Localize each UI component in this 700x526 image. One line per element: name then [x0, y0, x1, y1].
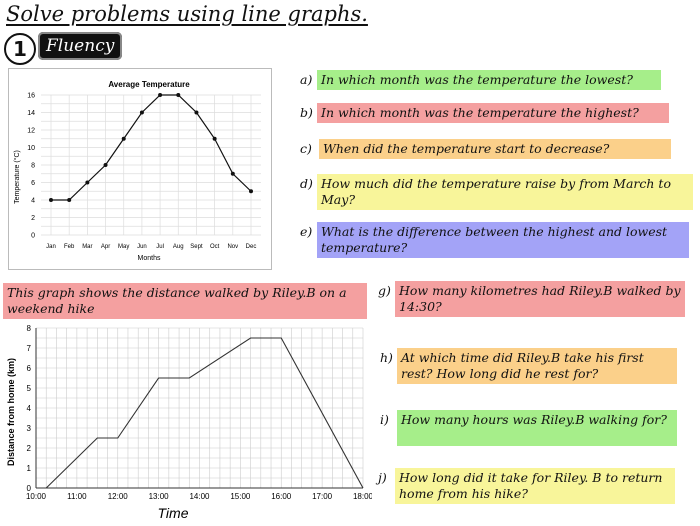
temperature-chart-panel: Average Temperature Temperature (°C) Mon… [8, 68, 272, 270]
x-axis-label: Months [138, 255, 161, 262]
y-tick-label: 10 [27, 145, 35, 152]
y-tick-label: 6 [31, 180, 35, 187]
x-tick-label: Nov [227, 244, 238, 250]
x-tick-label: Dec [246, 244, 257, 250]
question-label: g) [378, 283, 391, 298]
x-tick-label: 14:00 [189, 492, 210, 501]
distance-line-chart: Distance from home (km) Time 0 1 2 3 4 5 6 7 8 10… [6, 324, 374, 521]
question-label: h) [380, 350, 393, 365]
distance-chart-panel: Distance from home (km) Time 0 1 2 3 4 5 6 7 8 10… [0, 322, 374, 522]
x-tick-label: 10:00 [26, 492, 47, 501]
y-tick-label: 12 [27, 128, 35, 135]
data-point [121, 136, 126, 141]
hike-intro-text: This graph shows the distance walked by … [3, 283, 367, 319]
question-label: j) [378, 470, 387, 485]
question-label: d) [300, 176, 313, 191]
y-axis-label: Distance from home (km) [6, 358, 16, 466]
y-tick-label: 0 [27, 484, 32, 493]
question-text: At which time did Riley.B take his first… [397, 348, 677, 384]
x-tick-label: 16:00 [271, 492, 292, 501]
x-tick-label: Oct [210, 244, 220, 250]
question-label: b) [300, 105, 313, 120]
question-e: e) What is the difference between the hi… [300, 222, 692, 260]
question-text: How many hours was Riley.B walking for? [397, 410, 677, 446]
temperature-line-chart: Average Temperature Temperature (°C) Mon… [13, 80, 261, 262]
x-tick-label: 18:00 [353, 492, 372, 501]
x-tick-label: Sept [190, 244, 203, 250]
temperature-series-line [51, 94, 252, 201]
x-tick-label: 12:00 [108, 492, 129, 501]
x-axis-label: Time [158, 505, 189, 521]
section-label: Fluency [38, 32, 123, 60]
data-point [230, 171, 235, 176]
question-text: How many kilometres had Riley.B walked b… [395, 281, 685, 317]
question-text: How long did it take for Riley. B to ret… [395, 468, 675, 504]
question-label: c) [300, 141, 312, 156]
y-axis-label: Temperature (°C) [13, 150, 21, 204]
y-tick-label: 6 [27, 364, 32, 373]
question-d: d) How much did the temperature raise by… [300, 174, 696, 212]
question-j: j) How long did it take for Riley. B to … [378, 468, 678, 506]
y-tick-label: 1 [27, 464, 32, 473]
x-tick-label: Aug [173, 244, 184, 250]
y-tick-label: 4 [31, 198, 35, 205]
question-a: a) In which month was the temperature th… [300, 70, 672, 92]
data-point [139, 110, 144, 115]
distance-series-line [45, 337, 364, 489]
x-tick-label: 11:00 [67, 492, 87, 501]
chart-title: Average Temperature [108, 80, 190, 89]
y-tick-label: 4 [27, 404, 32, 413]
y-tick-label: 8 [27, 324, 32, 333]
y-tick-label: 2 [27, 444, 32, 453]
question-text: In which month was the temperature the l… [317, 70, 661, 90]
question-label: i) [380, 412, 389, 427]
x-tick-label: Apr [101, 244, 110, 250]
data-point [158, 93, 163, 97]
data-point [85, 180, 90, 185]
x-tick-label: Jul [156, 244, 164, 250]
data-point [176, 93, 181, 97]
y-tick-label: 14 [27, 110, 35, 117]
y-tick-label: 0 [31, 233, 35, 240]
data-point [67, 198, 72, 202]
question-h: h) At which time did Riley.B take his fi… [380, 348, 680, 386]
question-g: g) How many kilometres had Riley.B walke… [378, 281, 688, 319]
question-label: e) [300, 224, 313, 239]
y-tick-label: 5 [27, 384, 32, 393]
y-tick-label: 8 [31, 163, 35, 170]
x-tick-label: 13:00 [149, 492, 170, 501]
data-point [49, 198, 53, 202]
data-point [103, 163, 108, 167]
x-tick-label: 15:00 [230, 492, 251, 501]
data-point [212, 136, 217, 141]
y-tick-label: 16 [27, 93, 35, 100]
question-i: i) How many hours was Riley.B walking fo… [380, 410, 680, 448]
y-tick-label: 3 [27, 424, 32, 433]
x-tick-label: Feb [64, 244, 75, 250]
question-text: How much did the temperature raise by fr… [317, 174, 693, 210]
question-label: a) [300, 72, 313, 87]
x-tick-label: Jun [137, 244, 147, 250]
question-text: What is the difference between the highe… [317, 222, 689, 258]
x-tick-label: Jan [46, 244, 56, 250]
section-number: 1 [4, 33, 36, 65]
data-point [249, 189, 253, 194]
question-c: c) When did the temperature start to dec… [300, 139, 672, 161]
y-tick-label: 7 [27, 344, 32, 353]
x-tick-label: Mar [82, 244, 92, 250]
question-text: When did the temperature start to decrea… [319, 139, 671, 159]
question-b: b) In which month was the temperature th… [300, 103, 672, 125]
question-text: In which month was the temperature the h… [317, 103, 669, 123]
y-tick-label: 2 [31, 215, 35, 222]
x-tick-label: May [118, 244, 129, 250]
page-title: Solve problems using line graphs. [6, 2, 368, 26]
data-point [194, 110, 199, 115]
x-tick-label: 17:00 [312, 492, 333, 501]
